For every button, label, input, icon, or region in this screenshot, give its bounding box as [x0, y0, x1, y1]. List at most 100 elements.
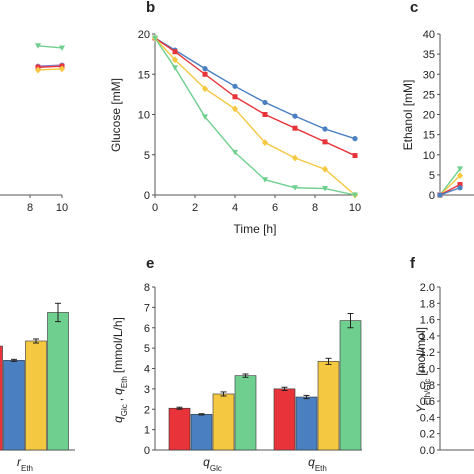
- text-part: q: [111, 388, 125, 395]
- marker: [172, 65, 178, 71]
- text-part: Eth/Glc: [423, 379, 432, 405]
- y-tick-label: 0: [144, 445, 150, 457]
- y-tick-label: 25: [423, 89, 435, 101]
- marker: [352, 136, 358, 142]
- marker: [35, 66, 41, 74]
- marker: [352, 192, 358, 198]
- y-tick-label: 8: [144, 282, 150, 294]
- y-tick-label: 0.4: [420, 412, 435, 424]
- marker: [202, 66, 208, 72]
- marker: [457, 172, 463, 180]
- error-bar: [281, 386, 288, 392]
- marker: [457, 185, 463, 191]
- y-tick-label: 30: [423, 69, 435, 81]
- text-part: r: [17, 455, 22, 469]
- text-part: Glc: [210, 464, 222, 473]
- marker: [292, 185, 298, 191]
- error-bar: [198, 413, 205, 416]
- y-tick-label: 5: [429, 170, 435, 182]
- x-tick-label: rEth: [17, 455, 33, 473]
- x-axis-label: Time [h]: [234, 222, 277, 236]
- error-bar: [242, 373, 249, 378]
- y-tick-label: 4: [144, 364, 150, 376]
- marker: [232, 83, 238, 89]
- line: [154, 37, 356, 196]
- y-tick-label: 0.6: [420, 396, 435, 408]
- y-tick-label: 40: [423, 29, 435, 41]
- marker: [172, 49, 178, 55]
- y-tick-label: 10: [423, 150, 435, 162]
- marker: [262, 139, 268, 147]
- marker: [35, 43, 41, 49]
- panel-letter: f: [410, 255, 416, 272]
- error-bar: [303, 394, 310, 400]
- marker: [322, 165, 328, 173]
- line: [439, 175, 461, 196]
- text-part: [mmol/L/h]: [111, 317, 125, 373]
- line: [37, 65, 63, 68]
- text-part: Glc: [120, 404, 129, 416]
- y-tick-label: 0.8: [420, 380, 435, 392]
- marker: [59, 65, 65, 73]
- text-part: q: [203, 455, 210, 469]
- y-tick-label: 20: [423, 110, 435, 122]
- y-tick-label: 1.2: [420, 347, 435, 359]
- y-tick-label: 10: [138, 110, 150, 122]
- x-tick-label: 8: [312, 202, 318, 214]
- y-tick-label: 20: [138, 29, 150, 41]
- marker: [322, 139, 328, 145]
- marker: [232, 149, 238, 156]
- x-tick-label: 8: [27, 202, 33, 214]
- y-tick-label: 5: [144, 343, 150, 355]
- bar: [168, 407, 191, 451]
- marker: [172, 56, 178, 64]
- bar: [212, 393, 235, 451]
- y-tick-label: 1.4: [420, 331, 435, 343]
- y-tick-label: 0: [429, 190, 435, 202]
- marker: [202, 85, 208, 93]
- y-tick-label: 15: [138, 69, 150, 81]
- y-tick-label: 2: [144, 404, 150, 416]
- marker: [202, 71, 208, 77]
- y-tick-label: 35: [423, 49, 435, 61]
- y-tick-label: 0: [144, 190, 150, 202]
- line: [439, 168, 461, 196]
- error-bar: [11, 358, 17, 362]
- panel-letter: c: [410, 0, 418, 16]
- line: [154, 37, 356, 157]
- marker: [322, 126, 328, 132]
- error-bar: [325, 357, 332, 365]
- y-tick-label: 1.6: [420, 315, 435, 327]
- x-tick-label: 0: [152, 202, 158, 214]
- x-tick-label: qGlc: [203, 455, 222, 473]
- marker: [292, 113, 298, 119]
- bar: [47, 312, 69, 451]
- marker: [202, 114, 208, 120]
- text-part: q: [111, 416, 125, 423]
- y-tick-label: 5: [144, 150, 150, 162]
- line: [37, 68, 63, 71]
- bar: [273, 388, 296, 451]
- line: [37, 64, 63, 67]
- marker: [322, 186, 328, 192]
- bar: [317, 361, 340, 451]
- text-part: ,: [111, 398, 125, 401]
- text-part: Eth: [120, 376, 129, 388]
- text-part: Glucose [mM]: [109, 78, 123, 152]
- marker: [457, 182, 463, 188]
- y-tick-label: 3: [144, 384, 150, 396]
- marker: [262, 177, 268, 183]
- marker: [152, 35, 158, 42]
- marker: [457, 166, 463, 172]
- marker: [292, 125, 298, 131]
- marker: [352, 153, 358, 159]
- text-part: Eth: [315, 464, 327, 473]
- y-tick-label: 0.0: [420, 445, 435, 457]
- error-bar: [33, 338, 39, 344]
- line: [154, 37, 356, 196]
- marker: [262, 112, 268, 117]
- y-axis-label: YEth/Glc [mol/mol]: [414, 327, 432, 413]
- y-tick-label: 7: [144, 302, 150, 314]
